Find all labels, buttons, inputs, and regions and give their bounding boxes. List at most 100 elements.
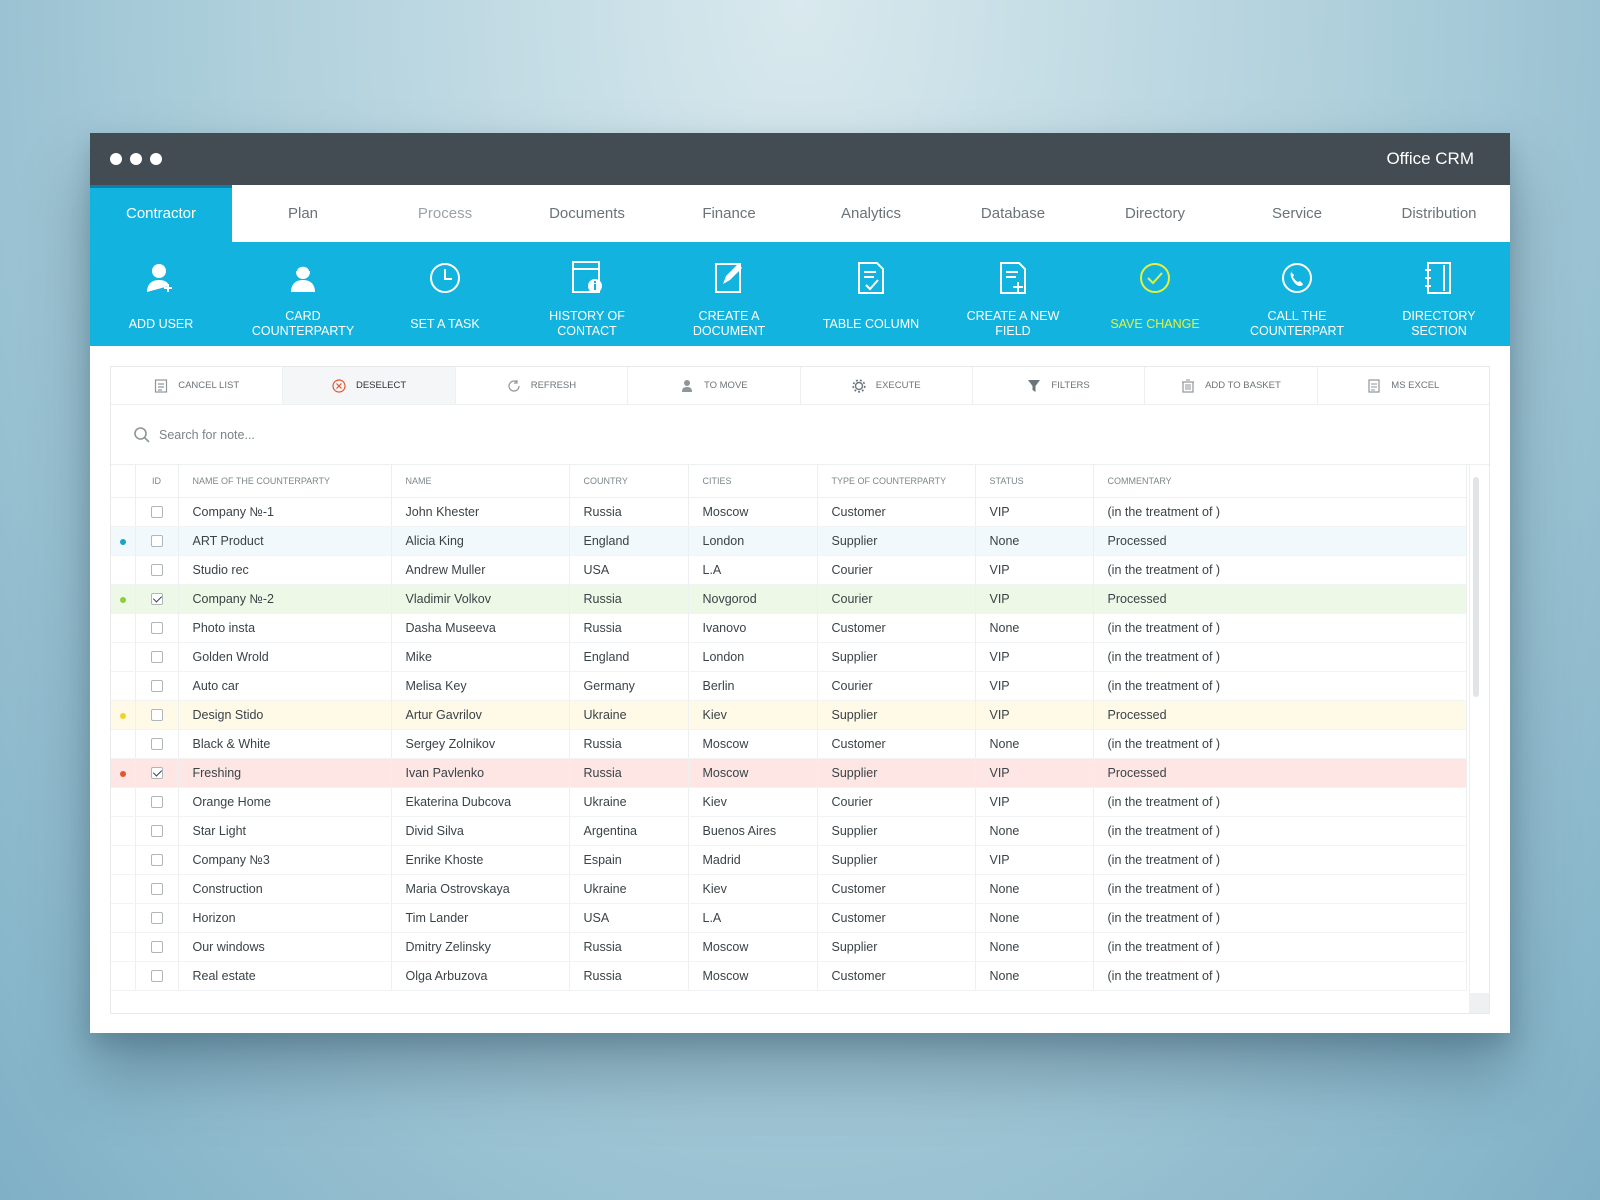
- row-checkbox[interactable]: [150, 767, 163, 780]
- history-of-contact-button[interactable]: HISTORY OF CONTACT: [516, 242, 658, 346]
- row-checkbox[interactable]: [150, 912, 163, 925]
- cell-status: VIP: [975, 642, 1094, 672]
- filters-action[interactable]: FILTERS: [973, 367, 1146, 404]
- row-marker: [111, 613, 136, 643]
- row-checkbox[interactable]: [150, 738, 163, 751]
- app-title: Office CRM: [1386, 149, 1474, 168]
- to-move-action[interactable]: TO MOVE: [628, 367, 801, 404]
- add-to-basket-action[interactable]: ADD TO BASKET: [1145, 367, 1318, 404]
- row-checkbox[interactable]: [150, 622, 163, 635]
- table-row[interactable]: Orange Home Ekaterina Dubcova Ukraine Kiev C…: [111, 787, 1467, 817]
- row-checkbox[interactable]: [150, 564, 163, 577]
- table-row[interactable]: Photo insta Dasha Museeva Russia Ivanovo Cus…: [111, 613, 1467, 643]
- row-checkbox[interactable]: [150, 535, 163, 548]
- add-user-icon: [144, 258, 178, 298]
- action-label: EXECUTE: [875, 380, 921, 391]
- column-header-id[interactable]: ID: [135, 465, 179, 498]
- table-row[interactable]: Auto car Melisa Key Germany Berlin Courier VI…: [111, 671, 1467, 701]
- cell-city: Moscow: [688, 961, 818, 991]
- column-header-commentary[interactable]: COMMENTARY: [1093, 465, 1467, 498]
- add-user-button[interactable]: ADD USER: [90, 242, 232, 346]
- cell-commentary: Processed: [1093, 758, 1467, 788]
- column-header-type-of-counterparty[interactable]: TYPE OF COUNTERPARTY: [817, 465, 976, 498]
- table-row[interactable]: Golden Wrold Mike England London Supplier VIP…: [111, 642, 1467, 672]
- row-marker: [111, 671, 136, 701]
- action-label: TO MOVE: [703, 380, 748, 391]
- execute-action[interactable]: EXECUTE: [801, 367, 973, 404]
- cell-commentary: (in the treatment of ): [1093, 613, 1467, 643]
- cancel-list-action[interactable]: CANCEL LIST: [111, 367, 284, 404]
- table-row[interactable]: ART Product Alicia King England London Suppl…: [111, 526, 1467, 556]
- cell-counterparty: Freshing: [178, 758, 392, 788]
- refresh-action[interactable]: REFRESH: [456, 367, 629, 404]
- window-dot-3[interactable]: [150, 153, 162, 165]
- vertical-scrollbar-thumb[interactable]: [1473, 477, 1479, 697]
- save-change-button[interactable]: SAVE CHANGE: [1084, 242, 1226, 346]
- table-row[interactable]: Horizon Tim Lander USA L.A Customer None (in t…: [111, 903, 1467, 933]
- card-counterparty-button[interactable]: CARD COUNTERPARTY: [232, 242, 374, 346]
- create-a-document-button[interactable]: CREATE A DOCUMENT: [658, 242, 800, 346]
- row-checkbox[interactable]: [150, 796, 163, 809]
- table-row[interactable]: Real estate Olga Arbuzova Russia Moscow Cust…: [111, 961, 1467, 991]
- directory-section-button[interactable]: DIRECTORY SECTION: [1368, 242, 1510, 346]
- table-row[interactable]: Company №3 Enrike Khoste Espain Madrid Suppl…: [111, 845, 1467, 875]
- table-row[interactable]: Star Light Divid Silva Argentina Buenos Air…: [111, 816, 1467, 846]
- table-row[interactable]: Construction Maria Ostrovskaya Ukraine Kiev…: [111, 874, 1467, 904]
- row-marker: [111, 961, 136, 991]
- cell-commentary: (in the treatment of ): [1093, 874, 1467, 904]
- tab-analytics[interactable]: Analytics: [840, 205, 902, 222]
- column-header-status[interactable]: STATUS: [975, 465, 1094, 498]
- tab-documents[interactable]: Documents: [549, 205, 625, 222]
- column-header-country[interactable]: COUNTRY: [569, 465, 689, 498]
- tab-database[interactable]: Database: [980, 205, 1046, 222]
- row-checkbox[interactable]: [150, 941, 163, 954]
- cell-counterparty: Star Light: [178, 816, 392, 846]
- table-row[interactable]: Our windows Dmitry Zelinsky Russia Moscow Su…: [111, 932, 1467, 962]
- cell-name: Mike: [391, 642, 570, 672]
- row-checkbox[interactable]: [150, 680, 163, 693]
- call-the-counterpart-button[interactable]: CALL THE COUNTERPART: [1226, 242, 1368, 346]
- marker-column-header: [111, 465, 136, 498]
- cell-status: VIP: [975, 758, 1094, 788]
- tab-directory[interactable]: Directory: [1124, 205, 1185, 222]
- window-controls[interactable]: [110, 153, 162, 165]
- search-input[interactable]: [159, 427, 659, 442]
- row-checkbox[interactable]: [150, 709, 163, 722]
- row-checkbox[interactable]: [150, 854, 163, 867]
- tab-finance[interactable]: Finance: [702, 205, 756, 222]
- column-header-cities[interactable]: CITIES: [688, 465, 818, 498]
- row-checkbox[interactable]: [150, 970, 163, 983]
- cell-counterparty: Company №-1: [178, 497, 392, 527]
- tab-distribution[interactable]: Distribution: [1401, 205, 1477, 222]
- row-checkbox[interactable]: [150, 506, 163, 519]
- create-a-new-field-button[interactable]: CREATE A NEW FIELD: [942, 242, 1084, 346]
- table-row[interactable]: Black & White Sergey Zolnikov Russia Moscow…: [111, 729, 1467, 759]
- cell-status: VIP: [975, 845, 1094, 875]
- table-row[interactable]: Company №-1 John Khester Russia Moscow Custo…: [111, 497, 1467, 527]
- gear-icon: [852, 378, 866, 393]
- set-a-task-button[interactable]: SET A TASK: [374, 242, 516, 346]
- tab-contractor[interactable]: Contractor: [90, 185, 232, 242]
- table-row[interactable]: Studio rec Andrew Muller USA L.A Courier VIP(…: [111, 555, 1467, 585]
- deselect-action[interactable]: DESELECT: [283, 367, 456, 404]
- column-header-name-of-the-counterparty[interactable]: NAME OF THE COUNTERPARTY: [178, 465, 392, 498]
- table-row[interactable]: Company №-2 Vladimir Volkov Russia Novgorod…: [111, 584, 1467, 614]
- table-column-button[interactable]: TABLE COLUMN: [800, 242, 942, 346]
- tab-process[interactable]: Process: [417, 205, 473, 222]
- row-checkbox[interactable]: [150, 825, 163, 838]
- window-dot-1[interactable]: [110, 153, 122, 165]
- table-row[interactable]: Design Stido Artur Gavrilov Ukraine Kiev Sup…: [111, 700, 1467, 730]
- row-checkbox[interactable]: [150, 883, 163, 896]
- tab-plan[interactable]: Plan: [287, 205, 319, 222]
- table-row[interactable]: Freshing Ivan Pavlenko Russia Moscow Supplie…: [111, 758, 1467, 788]
- row-checkbox[interactable]: [150, 593, 163, 606]
- search-bar: [111, 405, 1489, 465]
- ms-excel-action[interactable]: MS EXCEl: [1318, 367, 1489, 404]
- window-dot-2[interactable]: [130, 153, 142, 165]
- column-header-name[interactable]: NAME: [391, 465, 570, 498]
- row-checkbox[interactable]: [150, 651, 163, 664]
- table-column-icon: [854, 258, 888, 298]
- tab-service[interactable]: Service: [1271, 205, 1323, 222]
- vertical-scroll-track[interactable]: [1469, 465, 1489, 995]
- row-select-cell: [135, 787, 179, 817]
